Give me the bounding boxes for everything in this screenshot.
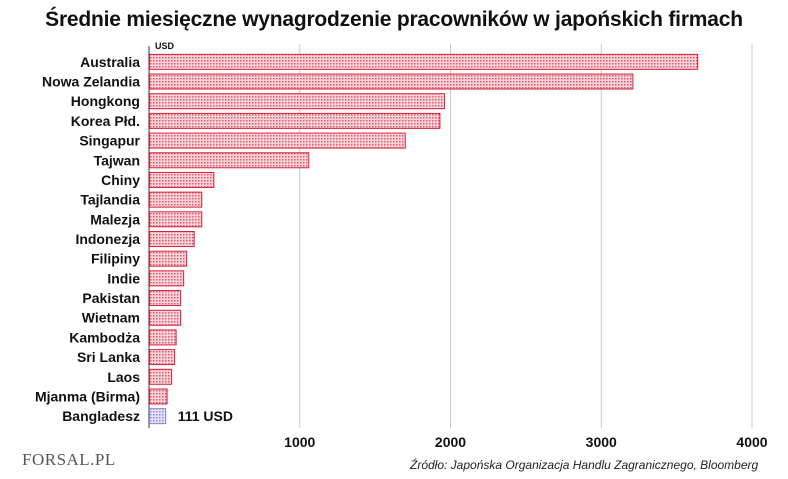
bar-korea-płd- — [149, 112, 441, 129]
category-label: Sri Lanka — [77, 349, 140, 365]
bar-pakistan — [149, 290, 182, 307]
category-label: Hongkong — [71, 93, 140, 109]
bar-laos — [149, 368, 173, 385]
category-label: Nowa Zelandia — [42, 74, 140, 90]
bar-australia — [149, 53, 699, 70]
bar-chiny — [149, 171, 215, 188]
category-label: Bangladesz — [62, 408, 140, 424]
category-label: Indonezja — [75, 231, 140, 247]
category-label: Australia — [80, 54, 140, 70]
bar-sri-lanka — [149, 349, 176, 366]
bar-hongkong — [149, 93, 445, 110]
x-tick-label: 2000 — [435, 434, 466, 450]
source-note: Źródło: Japońska Organizacja Handlu Zagr… — [410, 458, 759, 472]
bar-bangladesz — [149, 408, 167, 425]
category-label: Chiny — [101, 172, 140, 188]
category-label: Wietnam — [82, 310, 140, 326]
category-label: Mjanma (Birma) — [35, 388, 140, 404]
data-label: 111 USD — [178, 408, 233, 424]
bar-malezja — [149, 211, 203, 228]
chart-title: Średnie miesięczne wynagrodzenie pracown… — [45, 8, 743, 31]
category-label: Filipiny — [91, 251, 140, 267]
category-label: Pakistan — [82, 290, 140, 306]
category-label: Indie — [107, 270, 140, 286]
x-tick-label: 3000 — [586, 434, 617, 450]
bar-filipiny — [149, 250, 188, 267]
category-label: Tajlandia — [80, 192, 140, 208]
bar-indonezja — [149, 231, 195, 247]
bar-tajwan — [149, 152, 310, 169]
bar-indie — [149, 270, 185, 287]
category-label: Laos — [107, 369, 140, 385]
category-label: Singapur — [79, 133, 140, 149]
category-label: Tajwan — [94, 152, 140, 168]
x-tick-label: 1000 — [284, 434, 315, 450]
logo-text: FORSAL.PL — [22, 450, 116, 469]
bar-wietnam — [149, 309, 182, 326]
category-label: Kambodża — [69, 329, 140, 345]
bar-singapur — [149, 132, 406, 149]
category-label: Korea Płd. — [71, 113, 140, 129]
category-label: Malezja — [90, 211, 140, 227]
bar-mjanma-birma- — [149, 388, 168, 405]
x-tick-label: 4000 — [736, 434, 767, 450]
bar-kambodża — [149, 329, 177, 346]
bar-tajlandia — [149, 191, 203, 208]
forsal-logo: FORSAL.PL — [22, 450, 116, 470]
unit-label: USD — [155, 41, 175, 51]
bar-nowa-zelandia — [149, 73, 634, 90]
